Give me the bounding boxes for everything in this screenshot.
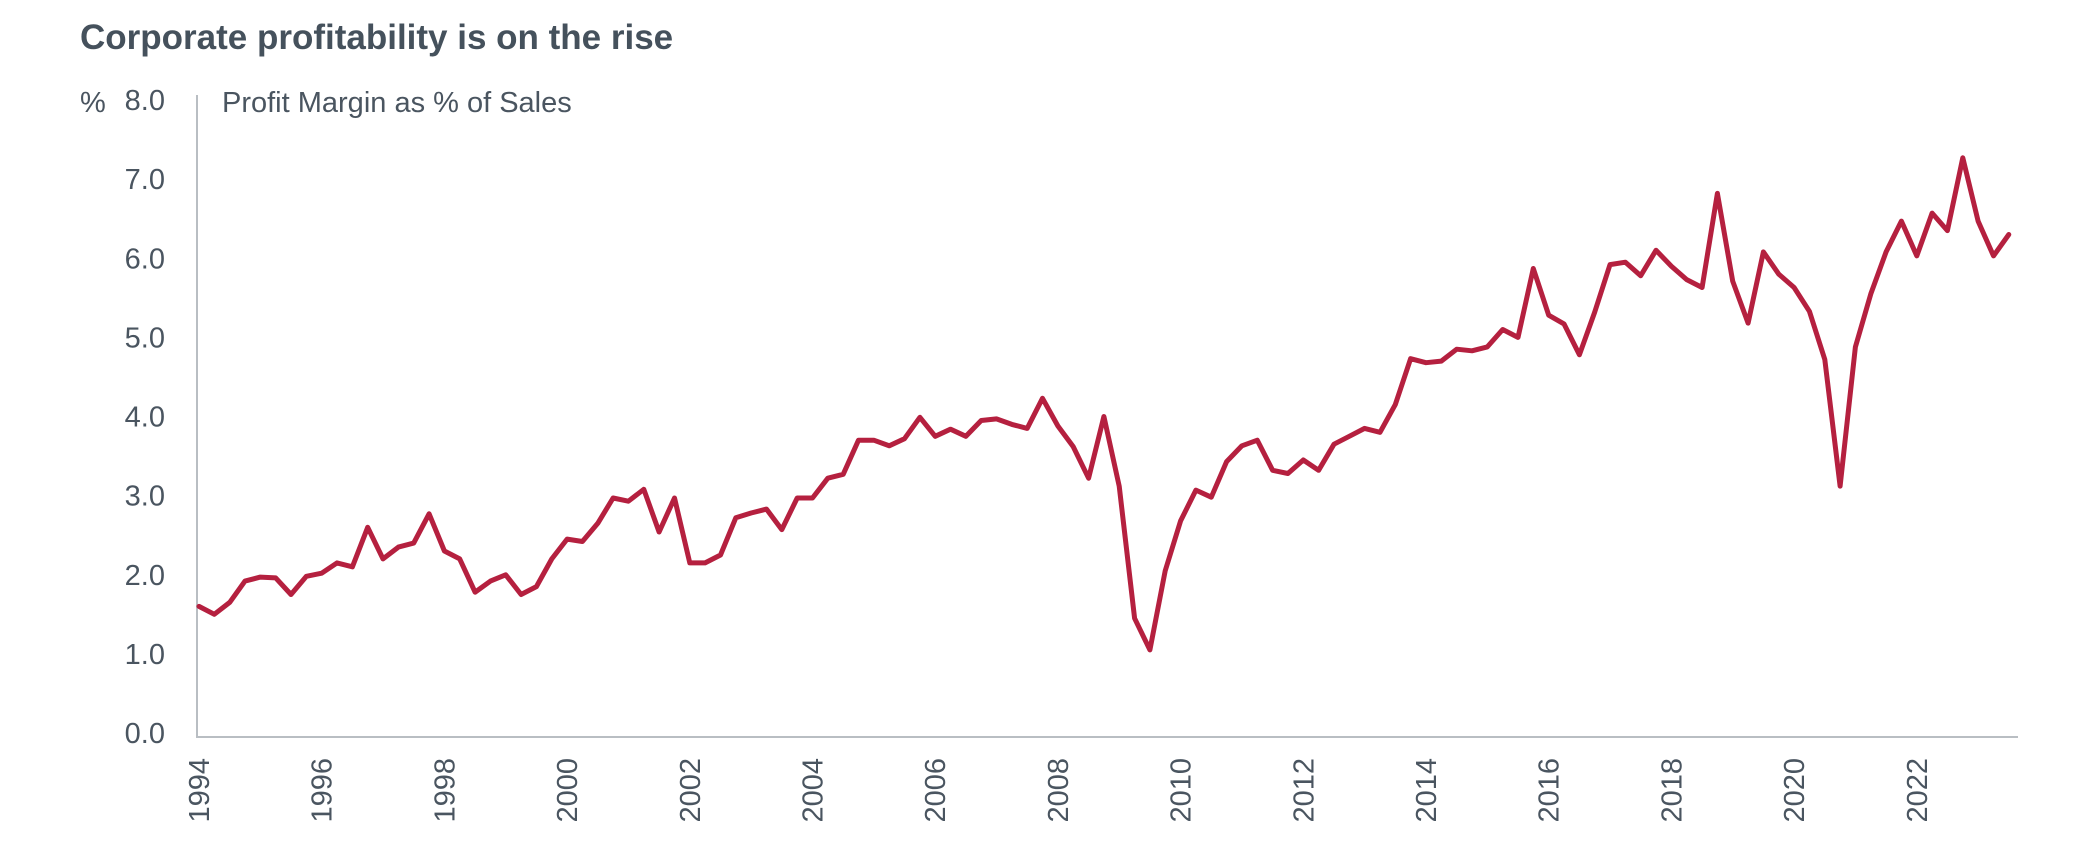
x-tick-label: 2016 [1534, 758, 1566, 823]
x-tick-label: 2006 [920, 758, 952, 823]
y-tick-label: 8.0 [125, 85, 165, 117]
x-tick-label: 2004 [797, 758, 829, 823]
y-tick-label: 6.0 [125, 243, 165, 275]
y-tick-label: 0.0 [125, 718, 165, 750]
series-label: Profit Margin as % of Sales [222, 87, 572, 119]
series-group [196, 155, 2012, 653]
y-tick-label: 7.0 [125, 164, 165, 196]
x-tick-label: 2020 [1779, 758, 1811, 823]
x-tick-label: 2002 [675, 758, 707, 823]
y-tick-label: 2.0 [125, 560, 165, 592]
x-tick-label: 2014 [1411, 758, 1443, 823]
y-tick-label: 1.0 [125, 639, 165, 671]
x-tick-label: 1998 [429, 758, 461, 823]
x-tick-label: 1994 [184, 758, 216, 823]
x-tick-label: 1996 [307, 758, 339, 823]
x-tick-label: 2018 [1656, 758, 1688, 823]
y-tick-label: 5.0 [125, 322, 165, 354]
chart-title: Corporate profitability is on the rise [80, 18, 674, 57]
y-tick-label: 3.0 [125, 481, 165, 513]
y-tick-labels: 0.0 1.0 2.0 3.0 4.0 5.0 6.0 7.0 8.0 [125, 85, 165, 750]
x-tick-label: 2010 [1166, 758, 1198, 823]
y-tick-label: 4.0 [125, 402, 165, 434]
y-axis-unit-label: % [80, 87, 106, 119]
series-line-profit-margin [196, 155, 2012, 653]
x-tick-label: 2012 [1288, 758, 1320, 823]
x-tick-label: 2022 [1902, 758, 1934, 823]
x-tick-label: 2000 [552, 758, 584, 823]
x-tick-label: 2008 [1043, 758, 1075, 823]
x-tick-labels: 1994 1996 1998 2000 2002 2004 2006 2008 2010 2012… [184, 758, 1934, 823]
